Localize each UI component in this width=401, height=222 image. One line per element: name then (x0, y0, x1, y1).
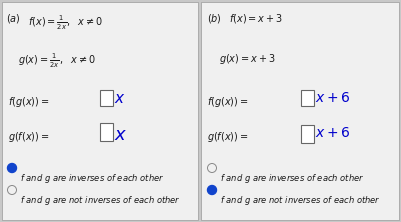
Text: $f$ and $g$ are not inverses of each other: $f$ and $g$ are not inverses of each oth… (20, 194, 181, 207)
Text: $f(x) = \frac{1}{2x},\ \ x \neq 0$: $f(x) = \frac{1}{2x},\ \ x \neq 0$ (28, 14, 103, 32)
Text: $f$ and $g$ are inverses of each other: $f$ and $g$ are inverses of each other (220, 172, 365, 185)
Bar (301, 125, 314, 143)
Text: $g(f(x)) =$: $g(f(x)) =$ (8, 130, 50, 144)
Text: $(b)$: $(b)$ (207, 12, 222, 25)
Text: $f$ and $g$ are not inverses of each other: $f$ and $g$ are not inverses of each oth… (220, 194, 381, 207)
Text: $\mathit{x}+6$: $\mathit{x}+6$ (315, 91, 350, 105)
Text: $\mathit{x}+6$: $\mathit{x}+6$ (315, 126, 350, 140)
Text: $(a)$: $(a)$ (6, 12, 21, 25)
Bar (201, 2, 399, 220)
Text: $\mathit{x}$: $\mathit{x}$ (114, 126, 127, 144)
Text: $g(x) = x + 3$: $g(x) = x + 3$ (219, 52, 275, 66)
Text: $f$ and $g$ are inverses of each other: $f$ and $g$ are inverses of each other (20, 172, 164, 185)
Text: $g(x) = \frac{1}{2x},\ \ x \neq 0$: $g(x) = \frac{1}{2x},\ \ x \neq 0$ (18, 52, 96, 70)
Bar (301, 90, 314, 106)
Text: $f(g(x)) =$: $f(g(x)) =$ (207, 95, 249, 109)
Circle shape (8, 163, 16, 172)
Bar (100, 90, 113, 106)
Bar (100, 123, 113, 141)
Bar (2, 2, 198, 220)
Text: $\mathit{x}$: $\mathit{x}$ (114, 91, 126, 106)
Text: $f(x) = x + 3$: $f(x) = x + 3$ (229, 12, 283, 25)
Text: $g(f(x)) =$: $g(f(x)) =$ (207, 130, 249, 144)
Text: $f(g(x)) =$: $f(g(x)) =$ (8, 95, 50, 109)
Circle shape (207, 186, 217, 194)
